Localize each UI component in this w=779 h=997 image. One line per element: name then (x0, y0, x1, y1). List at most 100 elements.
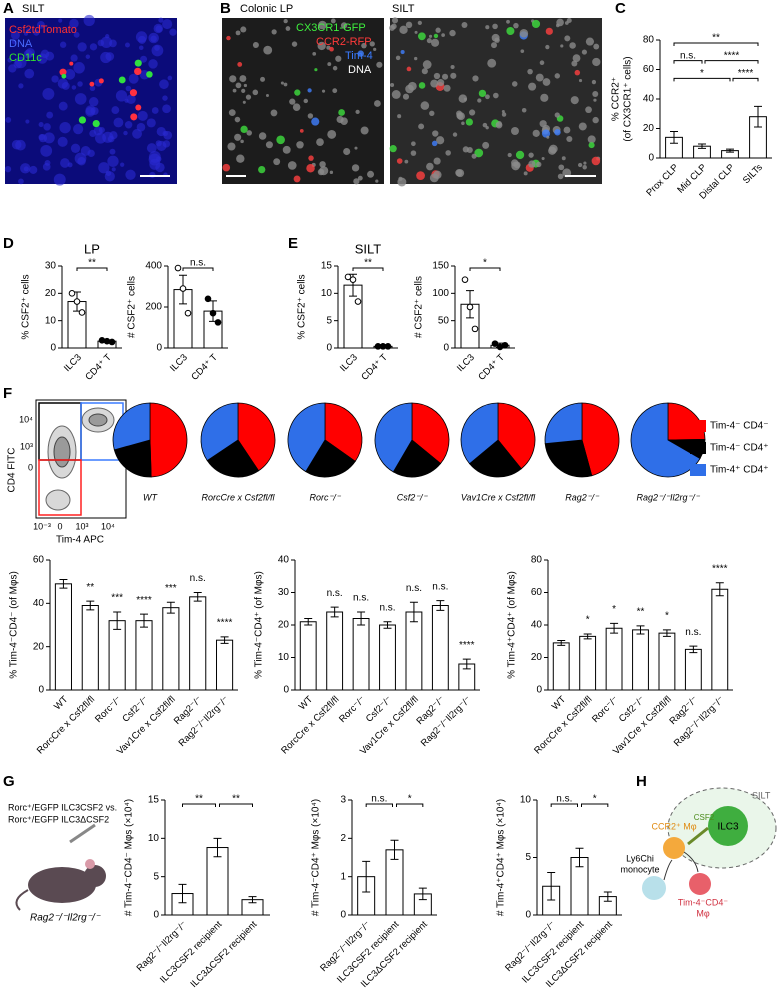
x-tick-label: CD4⁺ T (476, 352, 507, 383)
nucleus (312, 51, 317, 56)
nucleus (391, 17, 399, 24)
nucleus (33, 29, 40, 36)
nucleus (10, 30, 20, 40)
nucleus (397, 114, 402, 119)
bar (54, 583, 72, 691)
nucleus (554, 73, 561, 79)
nucleus (391, 90, 401, 99)
nucleus (100, 36, 113, 49)
y-tick-label: 0 (443, 343, 449, 354)
nucleus (591, 156, 601, 166)
nucleus (8, 64, 17, 73)
nucleus (519, 28, 529, 38)
nucleus (461, 22, 468, 28)
nucleus (433, 157, 441, 165)
nucleus (105, 34, 110, 39)
nucleus (511, 161, 520, 171)
nucleus (237, 62, 243, 67)
nucleus (140, 55, 148, 63)
nucleus (456, 169, 465, 178)
y-tick-label: 0 (340, 910, 346, 921)
nucleus (25, 119, 30, 124)
nucleus (113, 117, 124, 128)
bar (632, 629, 649, 691)
significance-label: ** (195, 794, 203, 805)
nucleus (545, 27, 553, 35)
nucleus (396, 158, 403, 164)
nucleus (314, 68, 318, 72)
data-point (471, 325, 479, 333)
nucleus (436, 136, 445, 145)
nucleus (150, 35, 157, 43)
nucleus (327, 62, 332, 67)
nucleus (541, 129, 551, 138)
nucleus (485, 25, 490, 30)
nucleus (332, 88, 338, 94)
stain-label: DNA (348, 64, 372, 76)
pie-slice (287, 402, 326, 473)
nucleus (355, 109, 360, 115)
error-bar (462, 658, 471, 670)
error-bar (86, 600, 95, 611)
error-bar (304, 618, 313, 626)
nucleus (293, 175, 301, 183)
nucleus (591, 79, 597, 85)
schematic-label: Rorc⁺/EGFP ILC3CSF2 vs. (8, 802, 117, 812)
nucleus (296, 141, 304, 149)
nucleus (23, 31, 29, 36)
cell (129, 89, 138, 97)
bar (299, 621, 317, 691)
nucleus (40, 144, 53, 157)
nucleus (292, 103, 301, 111)
cell (59, 68, 67, 76)
ccr2-cell (663, 837, 685, 859)
nucleus (441, 73, 449, 80)
axis-title: CD4 FITC (7, 448, 18, 493)
nucleus (321, 89, 326, 93)
nucleus (593, 98, 597, 102)
nucleus (234, 133, 242, 141)
micrograph-texture (4, 14, 177, 186)
significance-label: n.s. (190, 258, 206, 269)
bar (81, 605, 99, 691)
cell (135, 104, 142, 111)
nucleus (58, 18, 63, 23)
legend-label: Tim-4⁺ CD4⁺ (710, 465, 769, 476)
y-axis-title: # Tim-4⁻CD4⁺ Mφs (×10⁴) (311, 799, 322, 916)
image-title: Colonic LP (240, 3, 293, 15)
nucleus (319, 166, 329, 176)
nucleus (73, 31, 80, 38)
y-tick-label: 400 (145, 261, 162, 272)
significance-label: n.s. (379, 602, 395, 613)
cell (98, 78, 104, 84)
nucleus (227, 142, 236, 151)
nucleus (373, 100, 381, 107)
contour (88, 413, 108, 427)
y-tick-label: 20 (278, 620, 290, 631)
panel-title: LP (84, 241, 100, 256)
diagram-label: monocyte (620, 864, 659, 874)
significance-bracket (581, 803, 609, 807)
nucleus (461, 121, 465, 126)
nucleus (146, 143, 157, 153)
pie-label: RorcCre x Csf2fl/fl (201, 492, 275, 502)
significance-label: n.s. (353, 593, 369, 604)
pie-label: Csf2⁻/⁻ (397, 492, 429, 502)
nucleus (246, 130, 252, 136)
pie-slice (324, 402, 363, 462)
y-axis-title: % CCR2⁺ (611, 77, 622, 121)
y-tick-label: 200 (145, 302, 162, 313)
nucleus (128, 73, 139, 84)
nucleus (307, 113, 314, 119)
nucleus (513, 22, 519, 29)
nucleus (283, 18, 288, 24)
nucleus (542, 78, 551, 86)
micrograph-texture (222, 17, 601, 187)
nucleus (581, 49, 587, 55)
cell (118, 76, 126, 84)
nucleus (485, 125, 489, 130)
nucleus (458, 94, 468, 103)
error-bar (575, 847, 584, 868)
nucleus (437, 79, 445, 87)
nucleus (357, 50, 364, 57)
